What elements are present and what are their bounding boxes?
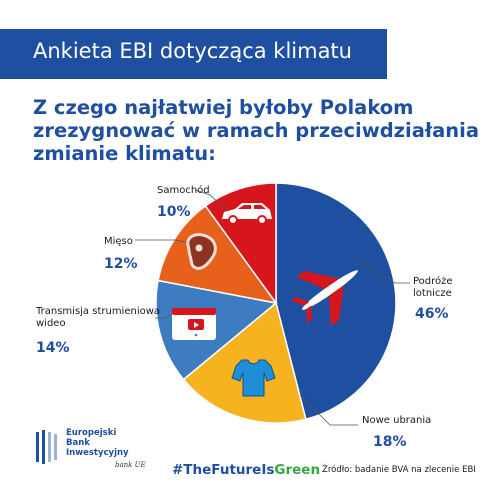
steak-icon [186,233,217,270]
pie-slice [157,204,278,305]
leader-line [194,189,233,216]
slice-label-streaming: Transmisja strumieniowa wideo [36,306,161,329]
slice-value-streaming: 14% [36,340,70,356]
slice-value-samochod: 10% [157,204,191,220]
logo-signature: bank UE [115,461,146,469]
question-line: zmianie klimatu: [33,142,216,165]
eib-logo-icon [36,430,57,464]
slice-value-mieso: 12% [104,256,138,272]
slice-label-samochod: Samochód [157,185,210,196]
hashtag: #TheFutureIsGreen [172,462,321,478]
question-line: Z czego najłatwiej byłoby Polakom [33,96,414,119]
slice-value-ubrania: 18% [373,434,407,450]
question-line: zrezygnować w ramach przeciwdziałania [33,119,479,142]
tshirt-icon [231,359,276,397]
pie-slice [155,279,278,381]
slice-label-mieso: Mięso [104,236,133,247]
airplane-icon [290,270,358,327]
page-title: Ankieta EBI dotycząca klimatu [33,39,352,63]
leader-line [352,257,410,284]
slice-label-ubrania: Nowe ubrania [362,415,432,426]
slice-value-lotnicze: 46% [415,306,449,322]
title-banner: Ankieta EBI dotycząca klimatu [0,29,387,79]
eib-logo-text: Europejski Bank Inwestycyjny [66,428,129,458]
car-icon [222,203,272,225]
video-player-icon [172,308,216,340]
leader-line [299,394,358,426]
slice-label-lotnicze: Podróże lotnicze [413,276,453,299]
source-note: Źródło: badanie BVA na zlecenie EBI [322,465,476,475]
chart-question: Z czego najłatwiej byłoby Polakom zrezyg… [33,96,483,165]
